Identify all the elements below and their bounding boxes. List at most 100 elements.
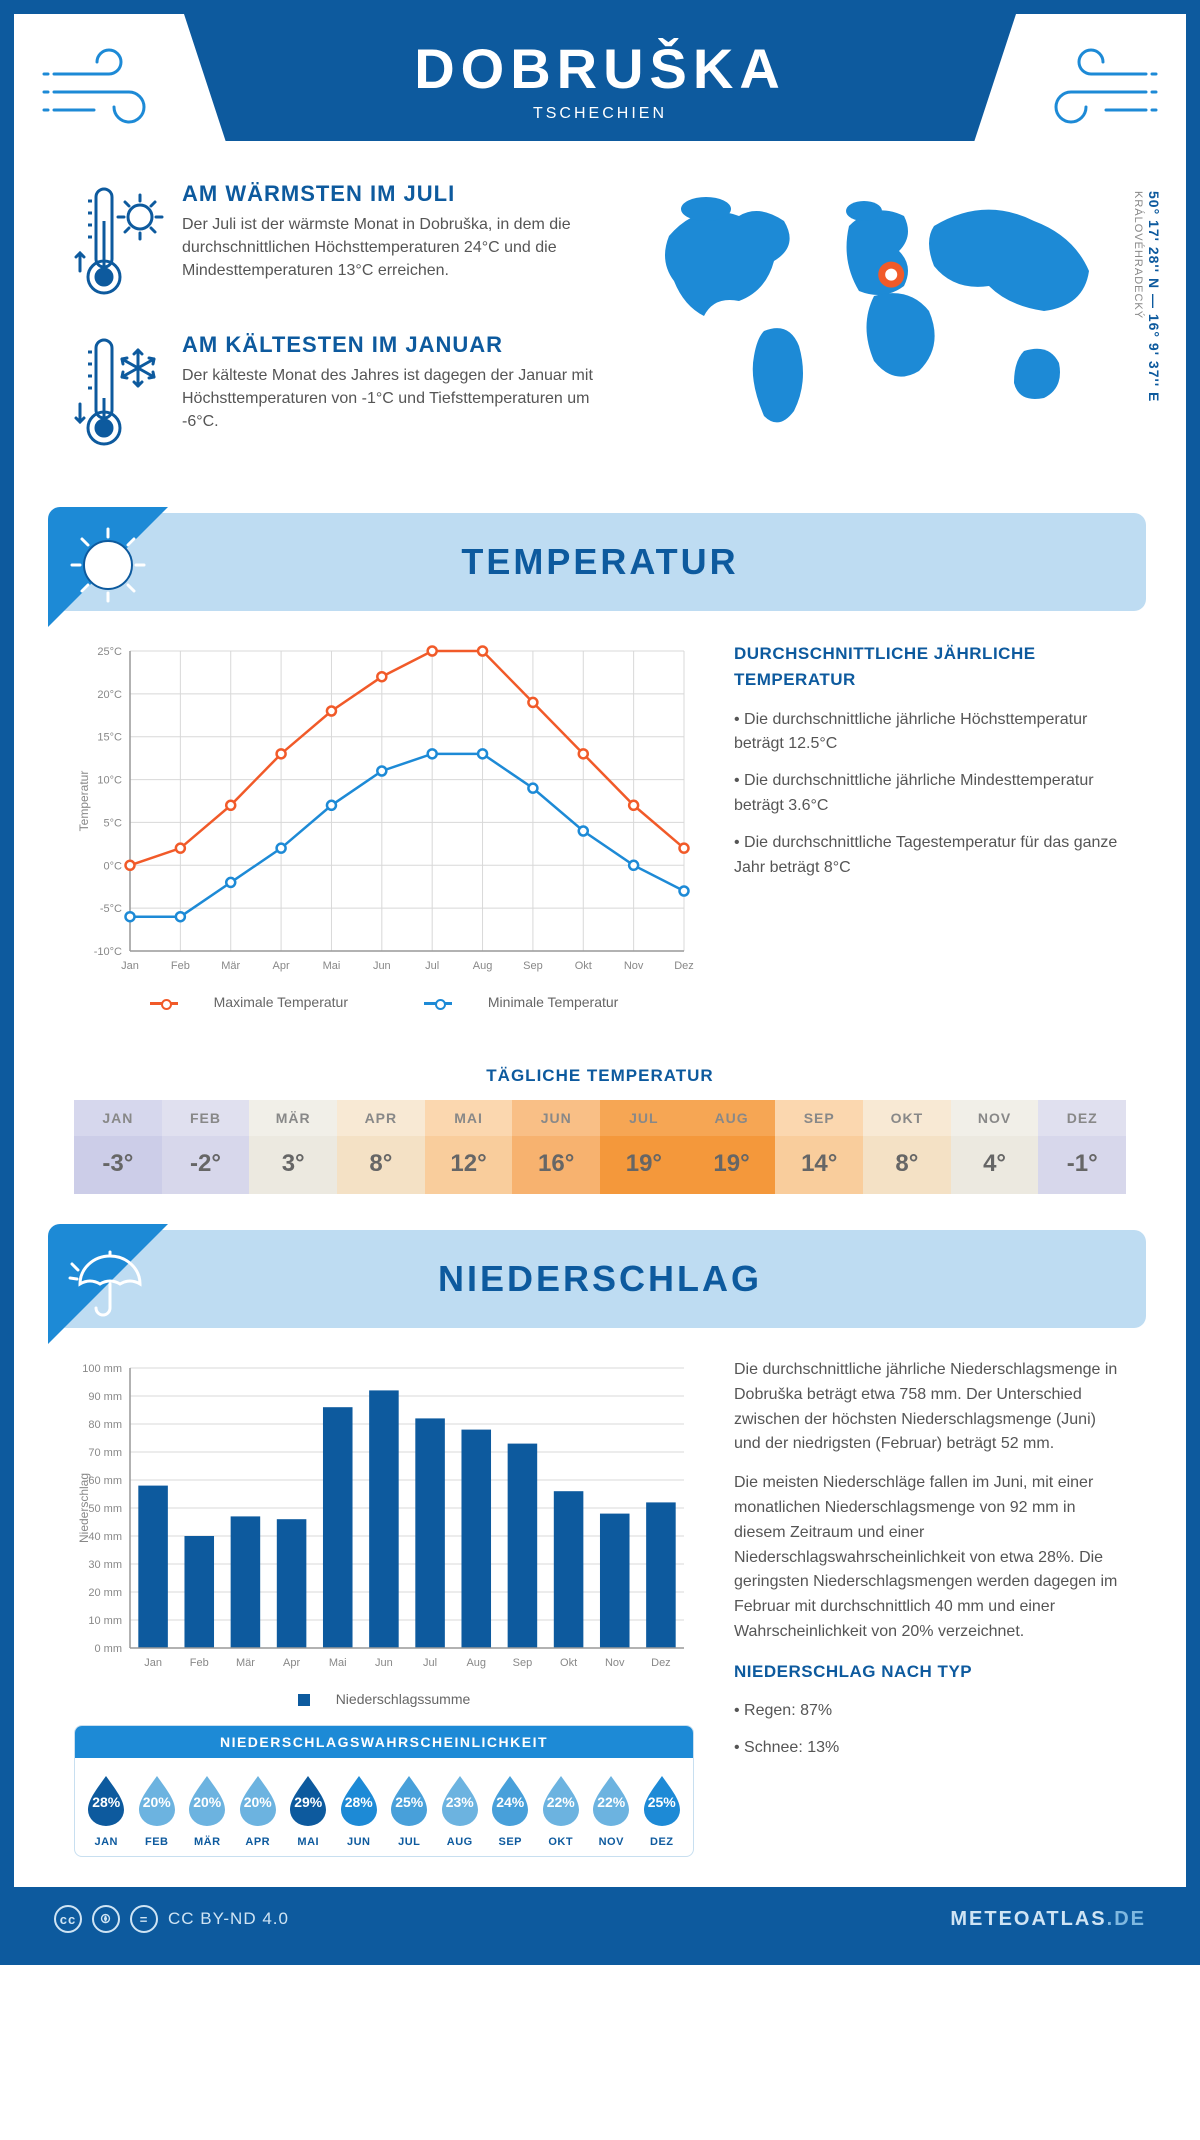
- svg-text:Feb: Feb: [190, 1657, 209, 1669]
- svg-text:Apr: Apr: [273, 960, 290, 972]
- precip-legend: Niederschlagssumme: [74, 1691, 694, 1707]
- coldest-title: AM KÄLTESTEN IM JANUAR: [182, 332, 602, 358]
- nd-icon: =: [130, 1905, 158, 1933]
- world-map: [644, 181, 1124, 441]
- probability-drop: 28% JAN: [83, 1774, 129, 1844]
- svg-text:Temperatur: Temperatur: [77, 771, 91, 832]
- coldest-fact: AM KÄLTESTEN IM JANUAR Der kälteste Mona…: [74, 332, 604, 457]
- warmest-fact: AM WÄRMSTEN IM JULI Der Juli ist der wär…: [74, 181, 604, 306]
- location-marker-icon: [878, 262, 904, 288]
- svg-text:15°C: 15°C: [97, 732, 122, 744]
- temperature-line-chart: -10°C-5°C0°C5°C10°C15°C20°C25°CJanFebMär…: [74, 641, 694, 981]
- probability-title: NIEDERSCHLAGSWAHRSCHEINLICHKEIT: [75, 1726, 693, 1758]
- svg-text:5°C: 5°C: [104, 817, 123, 829]
- svg-text:Niederschlag: Niederschlag: [77, 1473, 91, 1543]
- region-label: KRÁLOVÉHRADECKÝ: [1132, 191, 1144, 319]
- coldest-text: Der kälteste Monat des Jahres ist dagege…: [182, 364, 602, 434]
- temp-avg-title: DURCHSCHNITTLICHE JÄHRLICHE TEMPERATUR: [734, 641, 1126, 694]
- svg-text:Feb: Feb: [171, 960, 190, 972]
- temp-bullet-2: • Die durchschnittliche jährliche Mindes…: [734, 769, 1126, 819]
- svg-text:Okt: Okt: [575, 960, 592, 972]
- cc-icon: cc: [54, 1905, 82, 1933]
- svg-text:Mär: Mär: [236, 1657, 255, 1669]
- svg-text:Mai: Mai: [329, 1657, 347, 1669]
- precip-type-snow: • Schnee: 13%: [734, 1736, 1126, 1761]
- coordinates-label: 50° 17' 28'' N — 16° 9' 37'' E: [1146, 191, 1162, 402]
- precip-title: NIEDERSCHLAG: [54, 1258, 1146, 1300]
- svg-text:Jan: Jan: [121, 960, 139, 972]
- svg-text:Aug: Aug: [473, 960, 493, 972]
- warmest-title: AM WÄRMSTEN IM JULI: [182, 181, 602, 207]
- thermometer-sun-icon: [74, 181, 164, 301]
- svg-text:-5°C: -5°C: [100, 903, 122, 915]
- precip-probability-box: NIEDERSCHLAGSWAHRSCHEINLICHKEIT 28% JAN …: [74, 1725, 694, 1857]
- svg-text:Apr: Apr: [283, 1657, 300, 1669]
- probability-drop: 25% JUL: [386, 1774, 432, 1844]
- temp-bullet-3: • Die durchschnittliche Tagestemperatur …: [734, 831, 1126, 881]
- precip-text-1: Die durchschnittliche jährliche Niedersc…: [734, 1358, 1126, 1457]
- by-icon: 🅯: [92, 1905, 120, 1933]
- daily-cell: JAN-3°: [74, 1100, 162, 1194]
- country-subtitle: TSCHECHIEN: [184, 105, 1016, 123]
- svg-text:Jun: Jun: [375, 1657, 393, 1669]
- daily-temp-table: JAN-3°FEB-2°MÄR3°APR8°MAI12°JUN16°JUL19°…: [74, 1100, 1126, 1194]
- footer: cc 🅯 = CC BY-ND 4.0 METEOATLAS.DE: [14, 1887, 1186, 1951]
- svg-text:Sep: Sep: [513, 1657, 533, 1669]
- svg-text:Dez: Dez: [674, 960, 694, 972]
- svg-text:10°C: 10°C: [97, 775, 122, 787]
- warmest-text: Der Juli ist der wärmste Monat in Dobruš…: [182, 213, 602, 283]
- wind-icon: [44, 44, 174, 134]
- temperature-section-header: TEMPERATUR: [54, 513, 1146, 611]
- svg-text:Mai: Mai: [323, 960, 341, 972]
- svg-text:Jul: Jul: [423, 1657, 437, 1669]
- svg-text:Sep: Sep: [523, 960, 543, 972]
- city-title: DOBRUŠKA: [184, 36, 1016, 101]
- daily-cell: MAI12°: [425, 1100, 513, 1194]
- daily-cell: DEZ-1°: [1038, 1100, 1126, 1194]
- precip-bar-chart: 0 mm10 mm20 mm30 mm40 mm50 mm60 mm70 mm8…: [74, 1358, 694, 1678]
- svg-text:100 mm: 100 mm: [82, 1363, 122, 1375]
- svg-text:70 mm: 70 mm: [88, 1447, 122, 1459]
- probability-drop: 22% NOV: [588, 1774, 634, 1844]
- daily-cell: AUG19°: [688, 1100, 776, 1194]
- precip-type-rain: • Regen: 87%: [734, 1699, 1126, 1724]
- svg-text:Dez: Dez: [651, 1657, 671, 1669]
- svg-text:Mär: Mär: [221, 960, 240, 972]
- svg-text:10 mm: 10 mm: [88, 1615, 122, 1627]
- thermometer-snow-icon: [74, 332, 164, 452]
- svg-text:Aug: Aug: [466, 1657, 486, 1669]
- daily-cell: SEP14°: [775, 1100, 863, 1194]
- probability-drop: 20% MÄR: [184, 1774, 230, 1844]
- daily-cell: NOV4°: [951, 1100, 1039, 1194]
- svg-text:50 mm: 50 mm: [88, 1503, 122, 1515]
- svg-text:80 mm: 80 mm: [88, 1419, 122, 1431]
- svg-text:60 mm: 60 mm: [88, 1475, 122, 1487]
- wind-icon: [1026, 44, 1156, 134]
- probability-drop: 28% JUN: [336, 1774, 382, 1844]
- sun-icon: [68, 525, 148, 605]
- probability-drop: 22% OKT: [538, 1774, 584, 1844]
- probability-drop: 29% MAI: [285, 1774, 331, 1844]
- probability-drop: 25% DEZ: [639, 1774, 685, 1844]
- svg-text:Okt: Okt: [560, 1657, 577, 1669]
- svg-text:20 mm: 20 mm: [88, 1587, 122, 1599]
- site-brand: METEOATLAS.DE: [950, 1908, 1146, 1931]
- daily-cell: JUL19°: [600, 1100, 688, 1194]
- precip-section-header: NIEDERSCHLAG: [54, 1230, 1146, 1328]
- svg-text:Jun: Jun: [373, 960, 391, 972]
- license-text: CC BY-ND 4.0: [168, 1909, 289, 1929]
- daily-cell: MÄR3°: [249, 1100, 337, 1194]
- umbrella-icon: [68, 1242, 148, 1322]
- temperature-title: TEMPERATUR: [54, 541, 1146, 583]
- svg-text:Nov: Nov: [605, 1657, 625, 1669]
- precip-text-2: Die meisten Niederschläge fallen im Juni…: [734, 1471, 1126, 1645]
- svg-text:90 mm: 90 mm: [88, 1391, 122, 1403]
- daily-cell: OKT8°: [863, 1100, 951, 1194]
- probability-drop: 20% FEB: [134, 1774, 180, 1844]
- temperature-legend: Maximale Temperatur Minimale Temperatur: [74, 994, 694, 1010]
- svg-text:Jan: Jan: [144, 1657, 162, 1669]
- probability-drop: 20% APR: [235, 1774, 281, 1844]
- svg-text:25°C: 25°C: [97, 646, 122, 658]
- svg-text:30 mm: 30 mm: [88, 1559, 122, 1571]
- svg-text:Jul: Jul: [425, 960, 439, 972]
